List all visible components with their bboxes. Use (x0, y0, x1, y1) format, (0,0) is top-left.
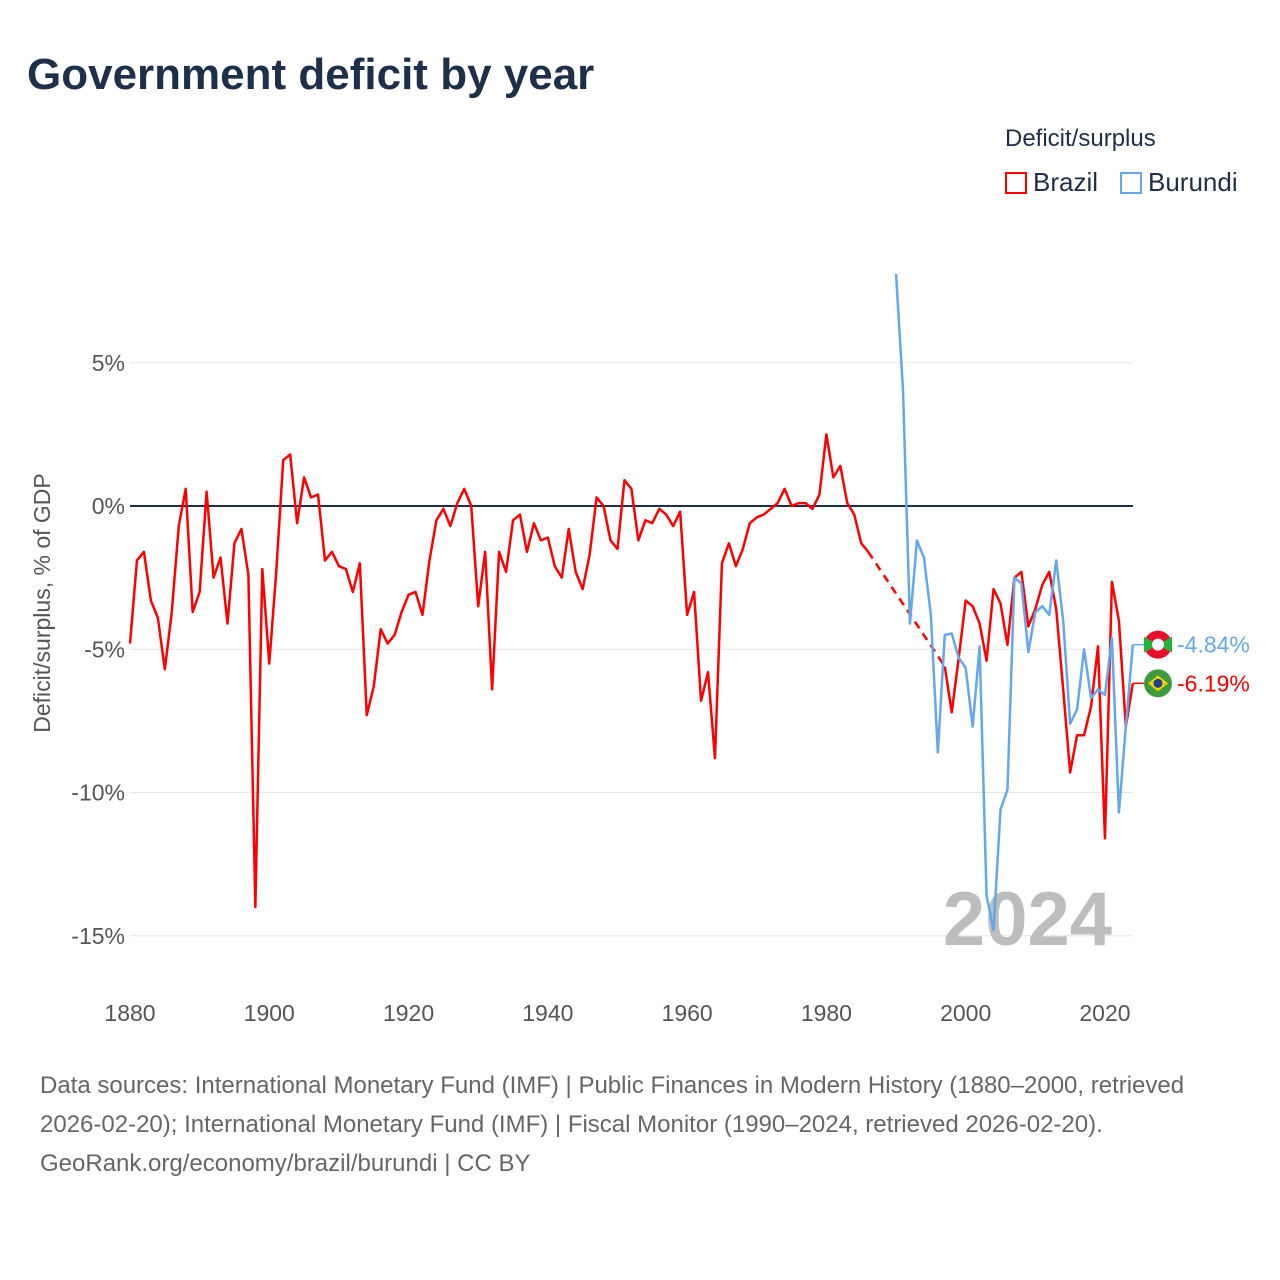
year-watermark: 2024 (943, 877, 1112, 962)
y-tick-label: -10% (71, 780, 125, 806)
end-value-label-brazil: -6.19% (1177, 670, 1250, 696)
legend-item-brazil[interactable]: Brazil (1005, 167, 1098, 198)
flag-green-right (1158, 636, 1172, 653)
chart-title: Government deficit by year (27, 50, 595, 99)
legend-label-brazil: Brazil (1033, 167, 1099, 197)
series-line-brazil (128, 433, 870, 909)
series-line-burundi (894, 273, 1135, 932)
x-tick-label: 1940 (522, 1000, 573, 1026)
legend-swatch-burundi (1120, 171, 1142, 194)
x-tick-label: 1980 (801, 1000, 852, 1026)
flag-green-left (1144, 636, 1158, 653)
x-tick-label: 1880 (104, 1000, 155, 1026)
legend-title: Deficit/surplus (1005, 125, 1156, 152)
y-tick-label: -15% (71, 923, 125, 949)
y-tick-label: -5% (84, 636, 125, 662)
x-tick-label: 2000 (940, 1000, 991, 1026)
flag-disc (1152, 638, 1164, 651)
x-tick-label: 1960 (662, 1000, 713, 1026)
end-marker-burundi: -4.84% (1133, 630, 1250, 659)
flag-globe (1153, 678, 1163, 688)
x-tick-label: 1900 (244, 1000, 295, 1026)
x-tick-label: 1920 (383, 1000, 434, 1026)
credit-link[interactable]: GeoRank.org/economy/brazil/burundi | CC … (40, 1150, 531, 1177)
y-tick-label: 0% (92, 493, 125, 519)
legend-label-burundi: Burundi (1148, 167, 1238, 197)
end-value-label-burundi: -4.84% (1177, 632, 1250, 658)
y-tick-label: 5% (92, 350, 125, 376)
footer: Data sources: International Monetary Fun… (40, 1066, 1250, 1183)
y-axis-title: Deficit/surplus, % of GDP (29, 473, 55, 732)
legend-item-burundi[interactable]: Burundi (1120, 167, 1238, 198)
series-line-brazil (943, 570, 1135, 840)
end-marker-brazil: -6.19% (1133, 669, 1250, 698)
x-tick-label: 2020 (1079, 1000, 1130, 1026)
legend-swatch-brazil (1005, 171, 1027, 194)
data-sources: Data sources: International Monetary Fun… (40, 1072, 1185, 1138)
